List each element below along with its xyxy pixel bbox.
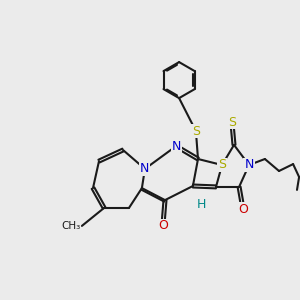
Text: S: S bbox=[228, 116, 236, 129]
Text: O: O bbox=[238, 202, 248, 216]
Text: S: S bbox=[192, 124, 200, 138]
Text: N: N bbox=[244, 158, 254, 172]
Text: H: H bbox=[197, 198, 207, 212]
Text: S: S bbox=[218, 158, 226, 172]
Text: N: N bbox=[140, 162, 150, 176]
Text: N: N bbox=[171, 140, 181, 153]
Text: O: O bbox=[158, 219, 168, 232]
Text: CH₃: CH₃ bbox=[61, 221, 80, 231]
